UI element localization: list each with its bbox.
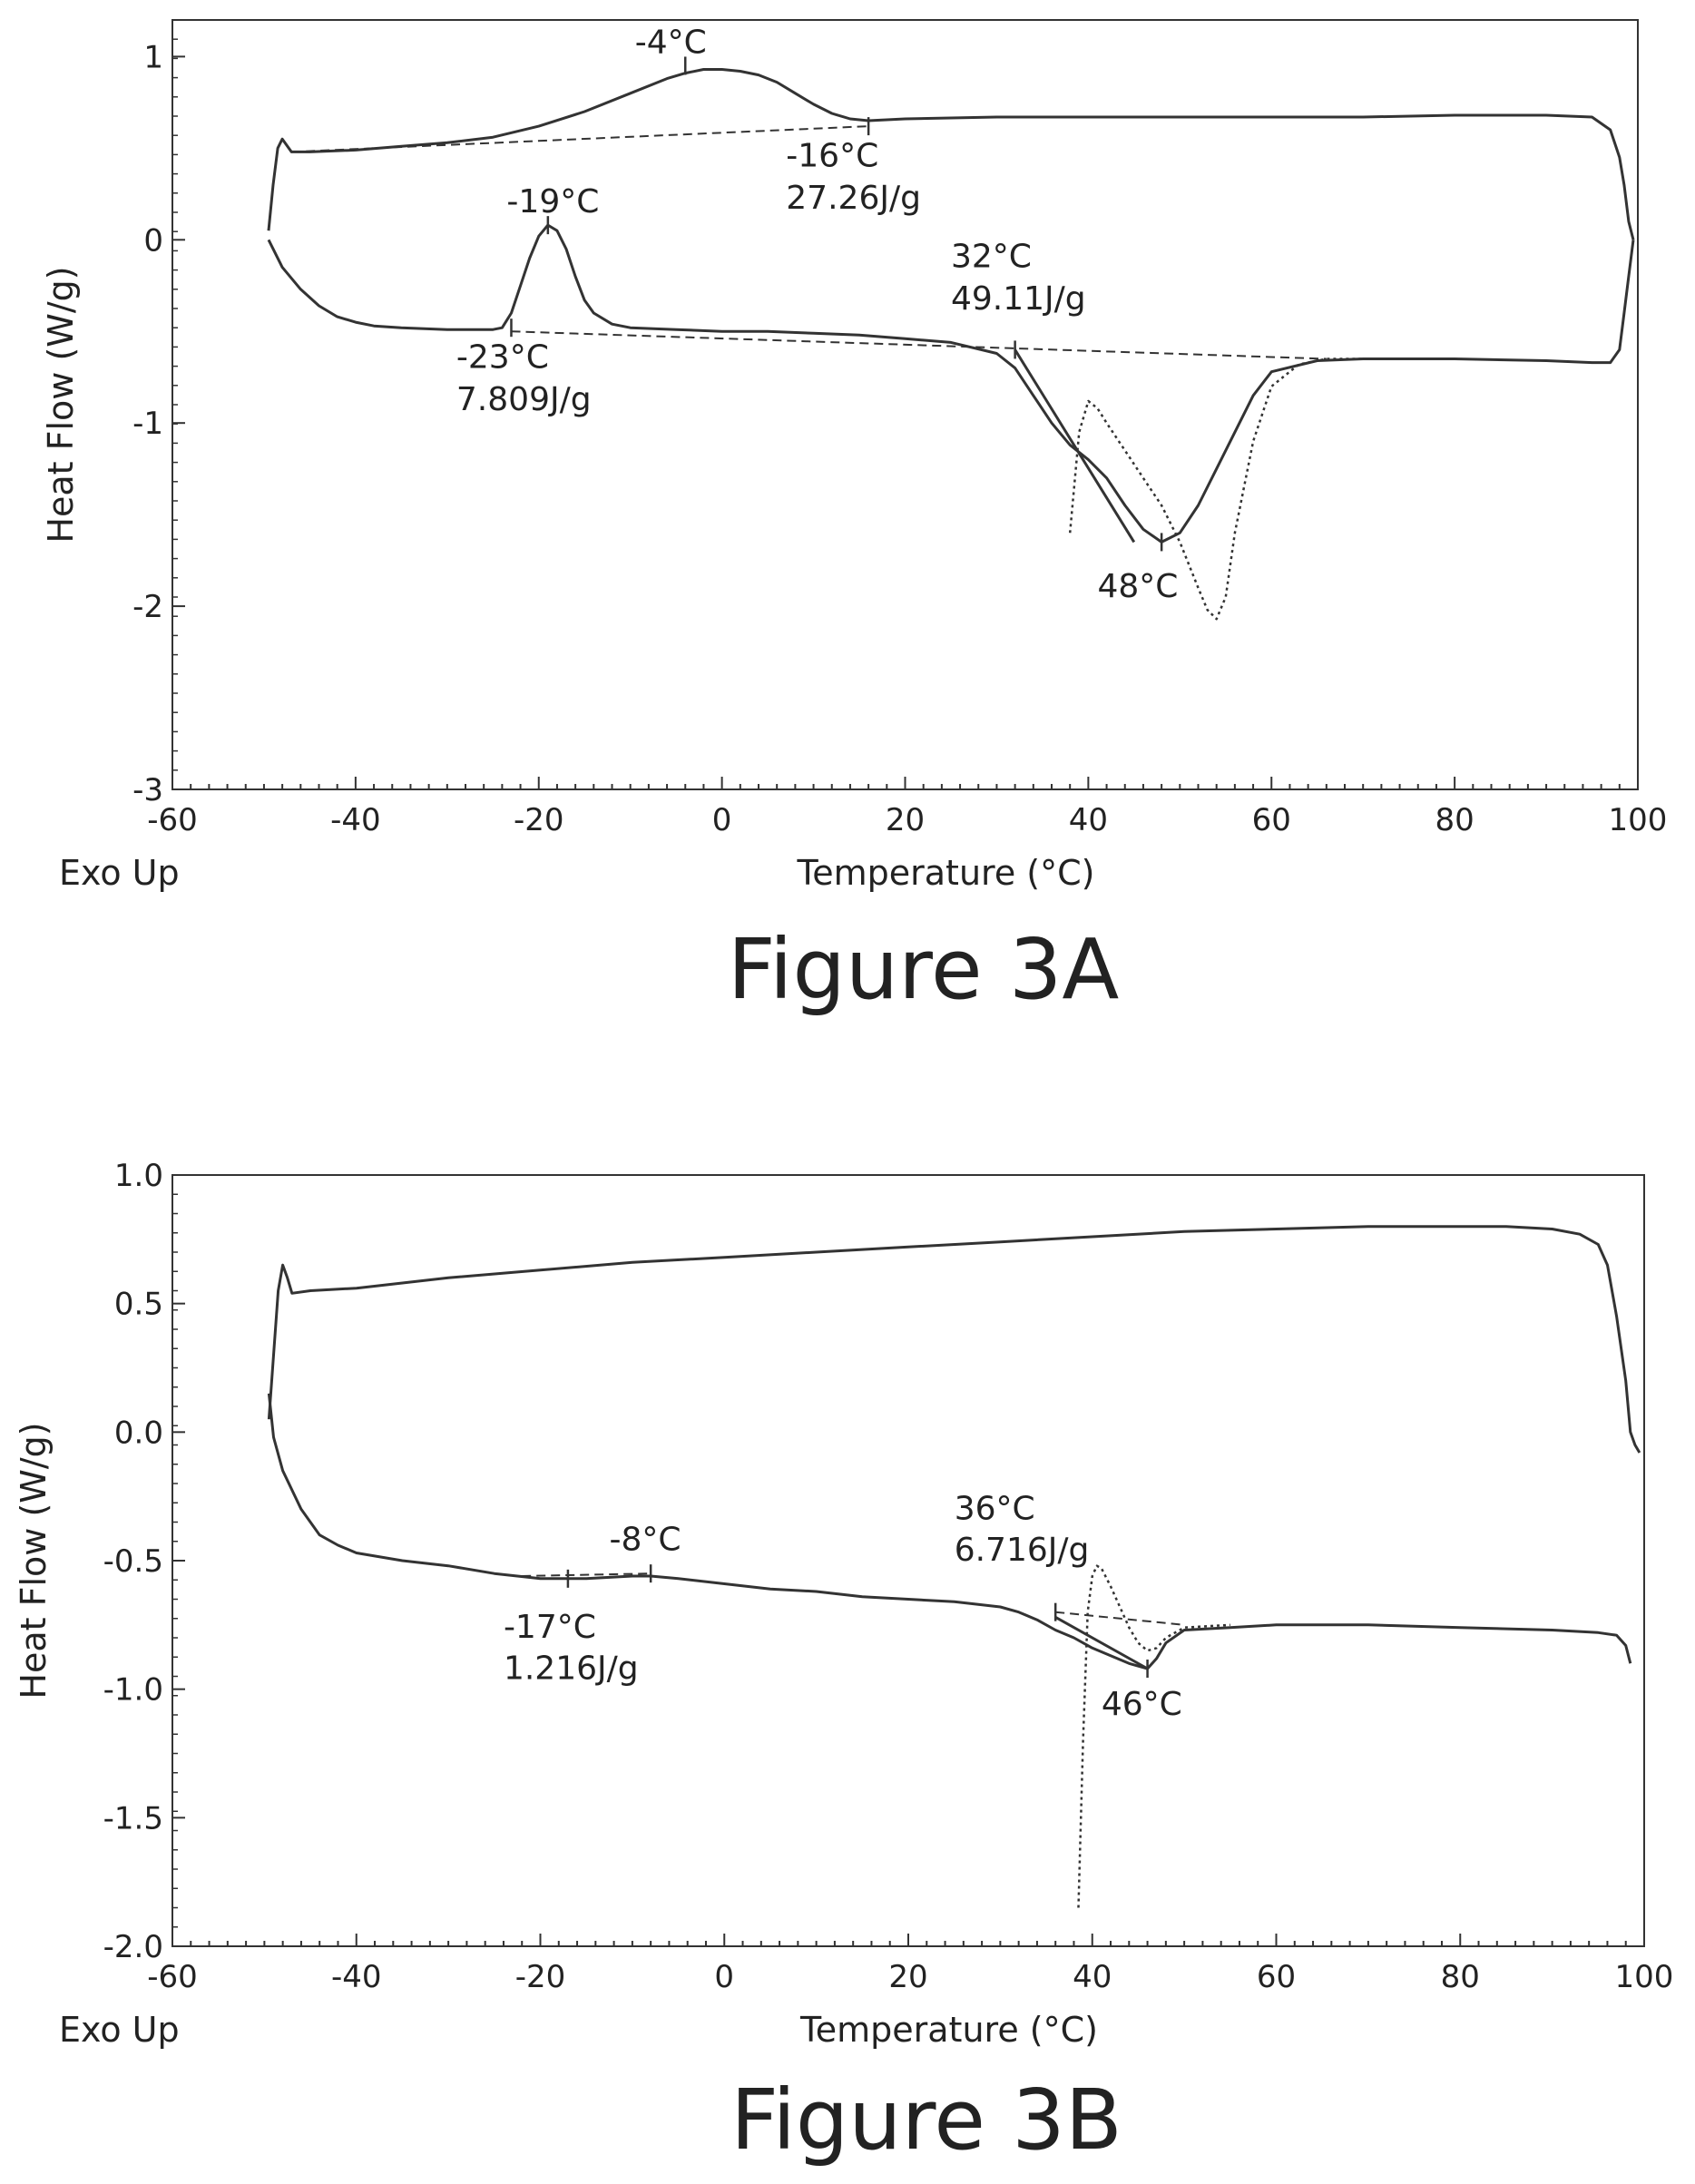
figure-caption: Figure 3A xyxy=(728,921,1120,1018)
series-line-0 xyxy=(267,1225,1641,1454)
chart-3b: -60 -40 -20 0 20 40 60 80 100 1.0 0.5 0.0 -0.5 -1.0 -1… xyxy=(14,1158,1674,2169)
y-tick-label: -1.5 xyxy=(103,1800,163,1836)
chart-3a: -60 -40 -20 0 20 40 60 80 100 1 0 -1 -2 -3 Temperature… xyxy=(41,19,1668,1018)
series-line-5 xyxy=(1014,348,1136,544)
annotation-label: -19°C xyxy=(506,183,599,220)
x-tick-label: 40 xyxy=(1073,1959,1112,1995)
x-tick-label: 20 xyxy=(888,1959,927,1995)
series-line-4 xyxy=(511,330,1327,360)
annotation-label: 27.26J/g xyxy=(786,180,921,217)
series-line-5 xyxy=(1054,1615,1149,1670)
plot-frame xyxy=(171,1174,1645,1947)
figure-3a: -60 -40 -20 0 20 40 60 80 100 1 0 -1 -2 -3 Temperature… xyxy=(41,19,1668,1018)
y-tick-label: 0.5 xyxy=(114,1287,163,1323)
annotation-label: -4°C xyxy=(635,24,707,61)
y-tick-label: 1 xyxy=(143,39,163,75)
series-line-4 xyxy=(1055,1611,1185,1626)
annotation-label: 32°C xyxy=(951,239,1032,276)
series-line-1 xyxy=(267,1393,1632,1670)
series-line-3 xyxy=(291,125,869,153)
x-axis-title: Temperature (°C) xyxy=(797,853,1095,893)
exo-up-note: Exo Up xyxy=(59,2010,180,2050)
x-tick-label: -20 xyxy=(514,802,564,838)
y-tick-label: -3 xyxy=(132,772,163,808)
annotation-label: 6.716J/g xyxy=(955,1532,1090,1569)
x-tick-label: -40 xyxy=(330,802,381,838)
y-tick-label: -2 xyxy=(132,589,163,625)
x-tick-label: 80 xyxy=(1441,1959,1480,1995)
annotation-label: -8°C xyxy=(610,1522,681,1559)
x-tick-label: 80 xyxy=(1435,802,1474,838)
y-axis-title: Heat Flow (W/g) xyxy=(41,266,81,543)
y-tick-label: -0.5 xyxy=(103,1543,163,1580)
x-tick-label: 0 xyxy=(712,802,732,838)
y-axis-title: Heat Flow (W/g) xyxy=(14,1422,54,1699)
series-line-0 xyxy=(267,68,1635,240)
y-tick-label: -1.0 xyxy=(103,1672,163,1709)
x-tick-label: -60 xyxy=(147,802,198,838)
annotation-label: 48°C xyxy=(1097,568,1178,605)
x-tick-label: 60 xyxy=(1257,1959,1296,1995)
y-tick-label: 0 xyxy=(143,222,163,259)
x-tick-label: 40 xyxy=(1069,802,1108,838)
x-tick-label: 0 xyxy=(714,1959,734,1995)
plot-frame xyxy=(171,19,1639,790)
annotation-label: -17°C xyxy=(504,1609,596,1646)
annotation-label: 36°C xyxy=(955,1491,1035,1528)
annotation-label: -23°C xyxy=(456,339,549,377)
y-tick-label: 1.0 xyxy=(114,1158,163,1194)
x-tick-label: 100 xyxy=(1615,1959,1674,1995)
y-tick-label: -2.0 xyxy=(103,1929,163,1965)
annotation-label: 46°C xyxy=(1102,1686,1182,1723)
x-tick-label: -20 xyxy=(515,1959,566,1995)
exo-up-note: Exo Up xyxy=(59,853,180,893)
y-tick-label: -1 xyxy=(132,406,163,442)
annotation-label: 49.11J/g xyxy=(951,280,1086,318)
x-tick-label: -60 xyxy=(147,1959,198,1995)
x-tick-label: -40 xyxy=(331,1959,382,1995)
x-tick-label: 20 xyxy=(886,802,925,838)
x-axis-title: Temperature (°C) xyxy=(799,2010,1098,2050)
annotation-label: 1.216J/g xyxy=(504,1650,639,1687)
annotation-label: 7.809J/g xyxy=(456,381,592,418)
figure-3b: -60 -40 -20 0 20 40 60 80 100 1.0 0.5 0.0 -0.5 -1.0 -1… xyxy=(0,1092,1695,2184)
y-tick-label: 0.0 xyxy=(114,1415,163,1451)
x-tick-label: 100 xyxy=(1609,802,1668,838)
figure-caption: Figure 3B xyxy=(730,2071,1122,2169)
series-line-3 xyxy=(522,1572,652,1577)
annotation-label: -16°C xyxy=(786,138,878,175)
series-line-2 xyxy=(1068,357,1364,621)
x-tick-label: 60 xyxy=(1252,802,1291,838)
